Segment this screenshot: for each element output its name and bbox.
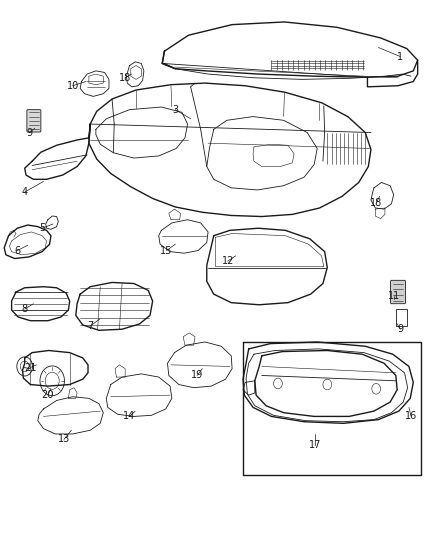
- Text: 19: 19: [191, 370, 203, 381]
- Text: 14: 14: [124, 411, 136, 422]
- Text: 6: 6: [14, 246, 20, 255]
- Text: 7: 7: [87, 321, 93, 331]
- Text: 1: 1: [397, 52, 403, 61]
- Text: 11: 11: [388, 290, 400, 301]
- Text: 17: 17: [309, 440, 321, 450]
- Text: 15: 15: [160, 246, 173, 255]
- FancyBboxPatch shape: [391, 280, 406, 304]
- Text: 16: 16: [405, 411, 417, 422]
- Text: 18: 18: [119, 73, 131, 83]
- Text: 10: 10: [67, 81, 79, 91]
- Text: 4: 4: [21, 187, 28, 197]
- Text: 8: 8: [21, 304, 28, 314]
- FancyBboxPatch shape: [27, 110, 41, 132]
- Text: 5: 5: [39, 223, 45, 233]
- Text: 13: 13: [58, 434, 70, 445]
- Text: 20: 20: [42, 390, 54, 400]
- Text: 12: 12: [222, 256, 234, 266]
- Text: 21: 21: [24, 362, 36, 373]
- Text: 3: 3: [172, 104, 178, 115]
- Text: 9: 9: [397, 324, 403, 334]
- Text: 18: 18: [370, 198, 382, 208]
- Bar: [396, 309, 407, 326]
- Text: 9: 9: [26, 127, 32, 138]
